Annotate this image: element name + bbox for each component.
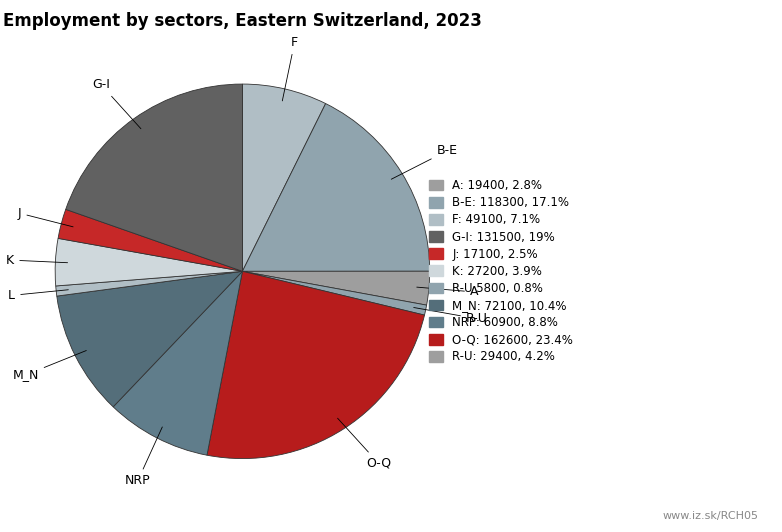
- Wedge shape: [56, 271, 242, 296]
- Text: K: K: [6, 254, 67, 267]
- Wedge shape: [56, 238, 242, 286]
- Legend: A: 19400, 2.8%, B-E: 118300, 17.1%, F: 49100, 7.1%, G-I: 131500, 19%, J: 17100, : A: 19400, 2.8%, B-E: 118300, 17.1%, F: 4…: [426, 177, 576, 366]
- Text: G-I: G-I: [92, 78, 141, 129]
- Wedge shape: [113, 271, 242, 455]
- Wedge shape: [242, 271, 427, 315]
- Wedge shape: [242, 104, 429, 271]
- Text: O-Q: O-Q: [338, 418, 391, 470]
- Text: L: L: [9, 289, 68, 302]
- Wedge shape: [242, 84, 325, 271]
- Wedge shape: [57, 271, 242, 407]
- Wedge shape: [207, 271, 425, 459]
- Text: M_N: M_N: [13, 351, 86, 381]
- Text: F: F: [282, 36, 298, 101]
- Title: Employment by sectors, Eastern Switzerland, 2023: Employment by sectors, Eastern Switzerla…: [3, 12, 482, 30]
- Wedge shape: [66, 84, 242, 271]
- Text: www.iz.sk/RCH05: www.iz.sk/RCH05: [662, 511, 759, 521]
- Wedge shape: [58, 210, 242, 271]
- Wedge shape: [242, 271, 429, 305]
- Text: A: A: [417, 286, 479, 298]
- Text: B-E: B-E: [391, 144, 457, 179]
- Text: J: J: [18, 207, 73, 227]
- Text: NRP: NRP: [125, 427, 163, 487]
- Text: R-U: R-U: [414, 307, 488, 325]
